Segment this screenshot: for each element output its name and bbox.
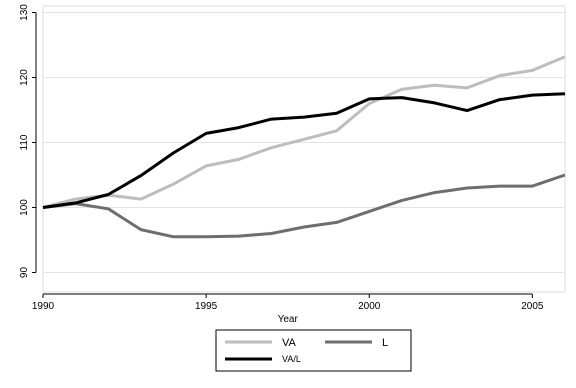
x-axis-title: Year (278, 314, 299, 325)
legend-label-l: L (382, 337, 388, 349)
x-tick-label: 2005 (521, 301, 544, 312)
x-tick-label: 2000 (358, 301, 381, 312)
x-tick-label: 1990 (32, 301, 55, 312)
legend-label-va-l: VA/L (282, 354, 301, 364)
l-line (42, 173, 566, 239)
legend-label-va: VA (282, 337, 297, 349)
y-tick-label: 110 (19, 134, 30, 150)
legend: VA L VA/L (215, 329, 412, 372)
y-axis: 90 100 110 120 130 (19, 4, 36, 278)
x-tick-label: 1995 (195, 301, 218, 312)
gridlines (43, 12, 565, 273)
va-line (42, 55, 566, 209)
x-axis: 1990 1995 2000 2005 (32, 294, 544, 312)
plot-area (42, 5, 566, 293)
va-l-line (42, 92, 566, 209)
legend-box (215, 329, 412, 372)
y-tick-label: 100 (19, 199, 30, 216)
series-lines (42, 55, 566, 239)
y-tick-label: 130 (19, 4, 30, 21)
y-tick-label: 90 (19, 267, 30, 279)
y-tick-label: 120 (19, 69, 30, 86)
